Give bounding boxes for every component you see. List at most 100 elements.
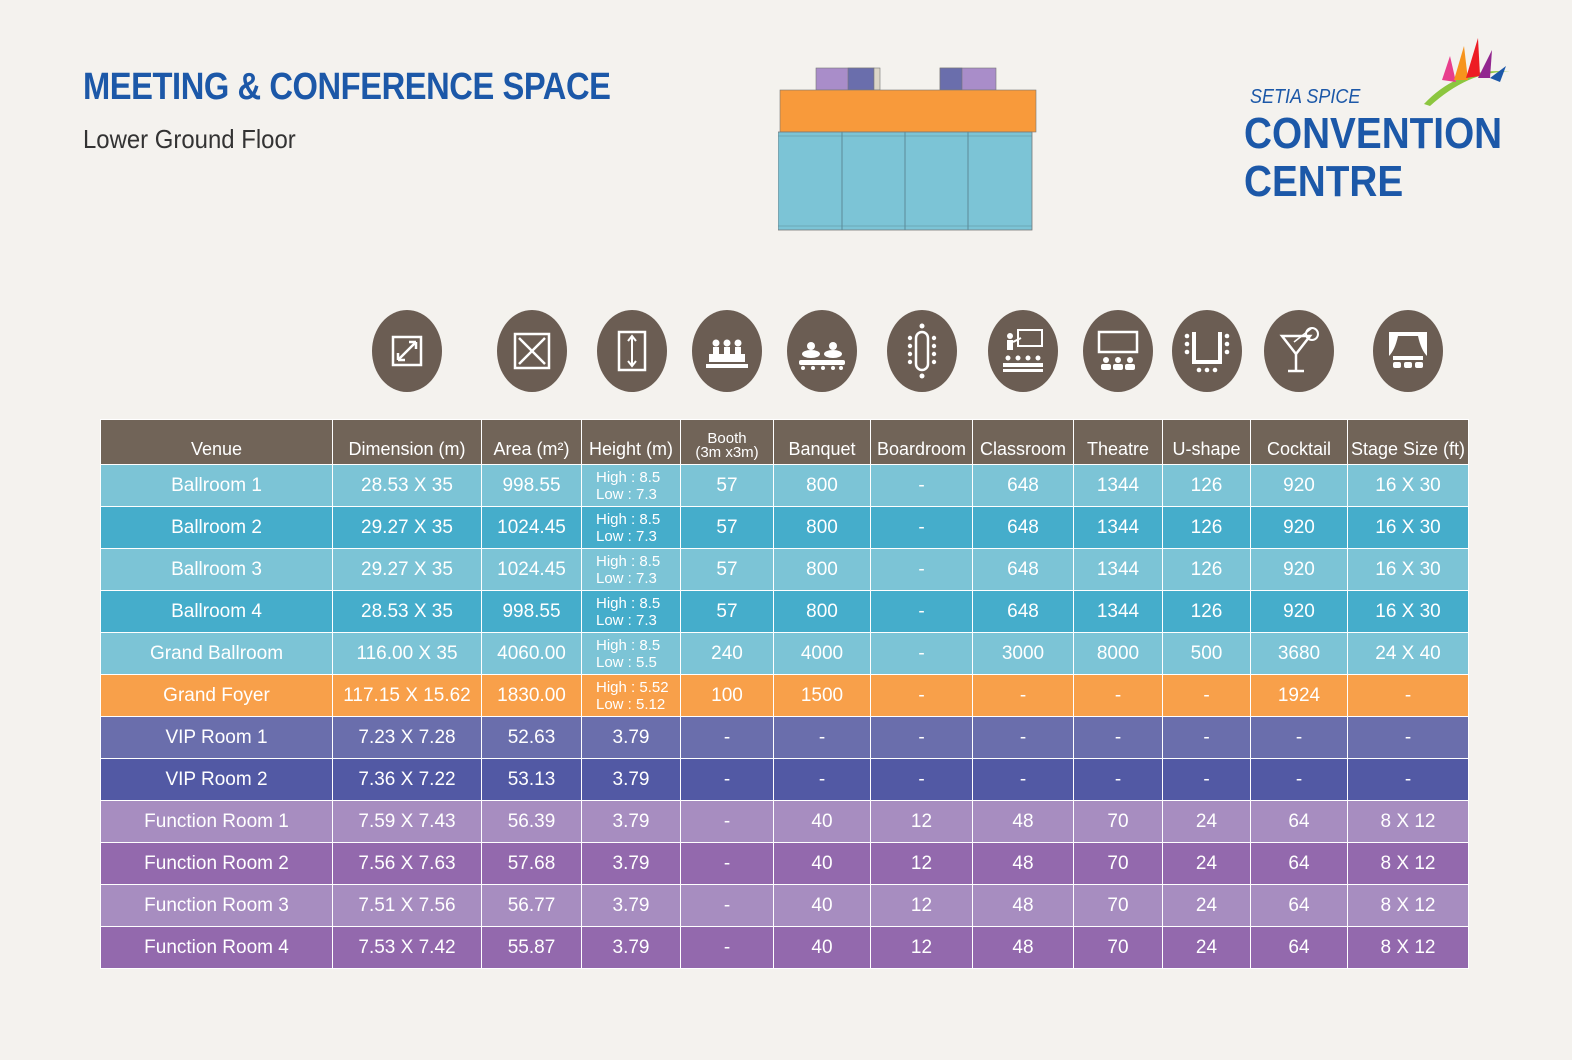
- cell-height: 3.79: [581, 884, 681, 927]
- cell-banquet: 40: [773, 842, 871, 885]
- cell-boardroom: 12: [870, 926, 973, 969]
- cell-banquet: 40: [773, 884, 871, 927]
- area-icon: [497, 310, 567, 392]
- height-low: Low : 5.12: [596, 695, 666, 713]
- cell-venue: Ballroom 3: [100, 548, 333, 591]
- cell-height: High : 8.5 Low : 5.5: [581, 632, 681, 675]
- height-high: High : 8.5: [596, 468, 661, 486]
- cell-venue: Grand Foyer: [100, 674, 333, 717]
- cell-classroom: 3000: [972, 632, 1074, 675]
- cell-height: High : 8.5 Low : 7.3: [581, 590, 681, 633]
- cell-area: 998.55: [481, 464, 582, 507]
- cell-boardroom: -: [870, 716, 973, 759]
- floor-plan-image: [778, 67, 1037, 231]
- cell-venue: Function Room 2: [100, 842, 333, 885]
- cell-dimension: 7.23 X 7.28: [332, 716, 482, 759]
- header-theatre: Theatre: [1073, 419, 1163, 465]
- page-subtitle: Lower Ground Floor: [83, 124, 296, 154]
- cell-stage: 8 X 12: [1347, 800, 1469, 843]
- cell-stage: -: [1347, 674, 1469, 717]
- table-row: Function Room 2 7.56 X 7.63 57.68 3.79 -…: [100, 842, 1469, 885]
- cell-banquet: 40: [773, 926, 871, 969]
- cell-boardroom: -: [870, 590, 973, 633]
- cell-dimension: 7.53 X 7.42: [332, 926, 482, 969]
- cell-cocktail: 64: [1250, 884, 1348, 927]
- header-classroom: Classroom: [972, 419, 1074, 465]
- venue-capacity-table: Venue Dimension (m) Area (m²) Height (m)…: [100, 419, 1469, 969]
- cell-boardroom: -: [870, 506, 973, 549]
- table-row: Grand Foyer 117.15 X 15.62 1830.00 High …: [100, 674, 1469, 717]
- cell-theatre: 8000: [1073, 632, 1163, 675]
- cell-cocktail: 64: [1250, 800, 1348, 843]
- convention-centre-logo: SETIA SPICE CONVENTION CENTRE: [1244, 36, 1524, 206]
- cell-classroom: 48: [972, 884, 1074, 927]
- height-high: High : 5.52: [596, 678, 669, 696]
- cell-cocktail: 1924: [1250, 674, 1348, 717]
- header-stage: Stage Size (ft): [1347, 419, 1469, 465]
- table-row: Function Room 1 7.59 X 7.43 56.39 3.79 -…: [100, 800, 1469, 843]
- u-shape-icon: [1172, 310, 1242, 392]
- cell-dimension: 28.53 X 35: [332, 590, 482, 633]
- cell-theatre: 70: [1073, 800, 1163, 843]
- header-booth-line2: (3m x3m): [695, 444, 759, 461]
- cell-stage: 24 X 40: [1347, 632, 1469, 675]
- table-row: Ballroom 4 28.53 X 35 998.55 High : 8.5 L…: [100, 590, 1469, 633]
- theatre-icon: [1083, 310, 1153, 392]
- cell-classroom: 48: [972, 800, 1074, 843]
- cell-booth: 100: [680, 674, 774, 717]
- cell-dimension: 116.00 X 35: [332, 632, 482, 675]
- cell-dimension: 117.15 X 15.62: [332, 674, 482, 717]
- cell-cocktail: 920: [1250, 548, 1348, 591]
- cell-banquet: 4000: [773, 632, 871, 675]
- cell-cocktail: 920: [1250, 464, 1348, 507]
- cell-stage: 8 X 12: [1347, 926, 1469, 969]
- header-venue: Venue: [100, 419, 333, 465]
- cell-stage: 8 X 12: [1347, 842, 1469, 885]
- cocktail-icon: [1264, 310, 1334, 392]
- cell-height: 3.79: [581, 716, 681, 759]
- cell-stage: 16 X 30: [1347, 464, 1469, 507]
- table-header-row: Venue Dimension (m) Area (m²) Height (m)…: [100, 419, 1469, 465]
- cell-booth: 240: [680, 632, 774, 675]
- cell-venue: Grand Ballroom: [100, 632, 333, 675]
- height-high: High : 8.5: [596, 636, 661, 654]
- table-row: Function Room 4 7.53 X 7.42 55.87 3.79 -…: [100, 926, 1469, 969]
- cell-venue: Function Room 3: [100, 884, 333, 927]
- cell-area: 52.63: [481, 716, 582, 759]
- cell-banquet: 1500: [773, 674, 871, 717]
- cell-dimension: 7.36 X 7.22: [332, 758, 482, 801]
- cell-ushape: 126: [1162, 590, 1251, 633]
- cell-banquet: 800: [773, 548, 871, 591]
- cell-classroom: 648: [972, 548, 1074, 591]
- cell-booth: -: [680, 758, 774, 801]
- cell-stage: 8 X 12: [1347, 884, 1469, 927]
- cell-height: 3.79: [581, 926, 681, 969]
- cell-area: 4060.00: [481, 632, 582, 675]
- cell-area: 53.13: [481, 758, 582, 801]
- cell-classroom: 48: [972, 926, 1074, 969]
- cell-boardroom: -: [870, 674, 973, 717]
- cell-stage: -: [1347, 758, 1469, 801]
- cell-banquet: 800: [773, 590, 871, 633]
- cell-banquet: -: [773, 716, 871, 759]
- header-dimension: Dimension (m): [332, 419, 482, 465]
- cell-ushape: 500: [1162, 632, 1251, 675]
- cell-stage: -: [1347, 716, 1469, 759]
- stage-icon: [1373, 310, 1443, 392]
- cell-cocktail: 920: [1250, 506, 1348, 549]
- cell-boardroom: 12: [870, 884, 973, 927]
- cell-classroom: -: [972, 716, 1074, 759]
- cell-cocktail: -: [1250, 758, 1348, 801]
- cell-theatre: 1344: [1073, 548, 1163, 591]
- cell-ushape: 24: [1162, 842, 1251, 885]
- cell-boardroom: -: [870, 758, 973, 801]
- header-boardroom: Boardroom: [870, 419, 973, 465]
- cell-booth: 57: [680, 464, 774, 507]
- cell-venue: Ballroom 4: [100, 590, 333, 633]
- cell-ushape: -: [1162, 758, 1251, 801]
- booth-icon: [692, 310, 762, 392]
- cell-theatre: -: [1073, 758, 1163, 801]
- cell-venue: Ballroom 1: [100, 464, 333, 507]
- cell-ushape: -: [1162, 716, 1251, 759]
- height-icon: [597, 310, 667, 392]
